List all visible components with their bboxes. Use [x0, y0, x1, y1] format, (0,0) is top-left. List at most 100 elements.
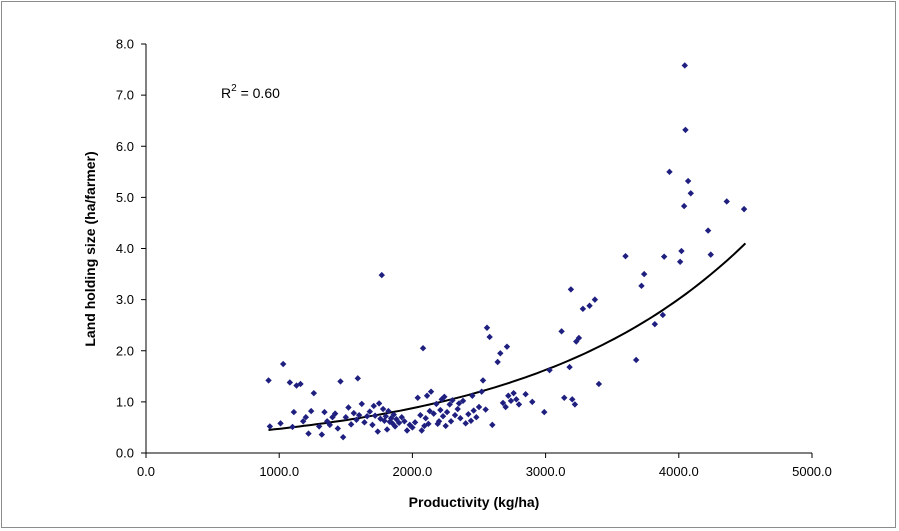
data-point	[353, 416, 360, 423]
data-point	[366, 408, 373, 415]
x-tick-label: 4000.0	[659, 464, 699, 479]
data-point	[676, 258, 684, 265]
data-point	[451, 411, 459, 419]
y-tick-label: 6.0	[116, 139, 134, 154]
y-tick-label: 7.0	[116, 88, 134, 103]
data-point	[331, 410, 339, 417]
data-point	[337, 378, 344, 385]
x-axis-title: Productivity (kg/ha)	[409, 494, 540, 510]
trendline	[268, 242, 747, 431]
data-point	[681, 62, 688, 69]
data-point	[427, 388, 435, 395]
data-point	[369, 421, 376, 429]
data-point	[302, 414, 310, 421]
data-point	[374, 428, 381, 435]
data-point	[475, 403, 483, 411]
data-point	[707, 251, 714, 258]
data-point	[740, 205, 748, 213]
data-point	[567, 286, 575, 293]
data-point	[426, 407, 433, 415]
data-point	[422, 415, 429, 422]
data-point	[486, 333, 493, 341]
data-point	[640, 270, 648, 278]
data-point	[277, 420, 284, 427]
data-point	[494, 358, 501, 366]
data-point	[418, 427, 425, 434]
data-point	[363, 412, 371, 420]
data-point	[680, 202, 688, 210]
data-point	[575, 334, 583, 342]
data-point	[310, 389, 318, 397]
x-tick-label: 3000.0	[526, 464, 566, 479]
data-point	[414, 394, 421, 401]
data-point	[383, 426, 391, 433]
data-point	[370, 402, 377, 410]
data-point	[279, 360, 287, 368]
data-point	[446, 401, 453, 408]
data-point	[723, 198, 730, 205]
data-point	[660, 253, 668, 260]
data-point	[339, 433, 347, 441]
data-point	[350, 409, 357, 417]
data-point	[290, 408, 298, 416]
data-point	[395, 419, 403, 427]
data-point	[315, 423, 323, 430]
data-point	[437, 406, 444, 414]
data-point	[482, 406, 489, 413]
data-point	[454, 405, 461, 413]
data-point	[457, 415, 464, 422]
data-point	[361, 419, 368, 426]
data-point	[409, 424, 416, 431]
data-point	[433, 400, 440, 408]
data-point	[355, 411, 363, 419]
y-tick-label: 4.0	[116, 241, 134, 256]
data-point	[651, 320, 659, 328]
data-point	[266, 423, 274, 430]
data-point	[430, 410, 437, 417]
data-point	[385, 407, 392, 415]
data-point	[289, 423, 296, 431]
data-point	[513, 396, 520, 403]
data-point	[345, 404, 352, 411]
x-tick-label: 5000.0	[792, 464, 832, 479]
data-point	[558, 328, 565, 335]
data-point	[546, 366, 553, 374]
x-tick-label: 0.0	[137, 464, 155, 479]
r-squared-annotation: R2 = 0.60	[221, 83, 280, 101]
data-points	[265, 62, 748, 441]
y-tick-label: 5.0	[116, 190, 134, 205]
data-point	[321, 408, 328, 416]
data-point	[467, 417, 475, 424]
data-point	[419, 344, 427, 352]
data-point	[586, 302, 593, 309]
data-point	[379, 405, 387, 413]
data-point	[571, 401, 579, 408]
data-point	[439, 412, 447, 420]
data-point	[489, 421, 496, 429]
data-point	[479, 377, 487, 384]
data-point	[503, 343, 511, 350]
data-point	[561, 394, 568, 401]
data-point	[403, 427, 411, 434]
data-point	[497, 350, 504, 357]
data-point	[470, 407, 477, 414]
data-point	[510, 389, 517, 397]
data-point	[678, 247, 685, 255]
data-point	[455, 400, 463, 407]
data-point	[391, 423, 399, 430]
data-point	[522, 391, 529, 398]
data-point	[334, 425, 342, 432]
data-point	[265, 377, 272, 384]
data-point	[417, 411, 424, 419]
data-point	[462, 420, 469, 427]
data-point	[595, 380, 603, 388]
data-point	[579, 305, 587, 313]
data-point	[381, 417, 388, 424]
data-point	[591, 296, 599, 303]
data-point	[297, 380, 304, 388]
data-point	[638, 282, 645, 290]
data-point	[358, 400, 365, 408]
data-point	[342, 414, 349, 421]
data-point	[441, 393, 448, 400]
